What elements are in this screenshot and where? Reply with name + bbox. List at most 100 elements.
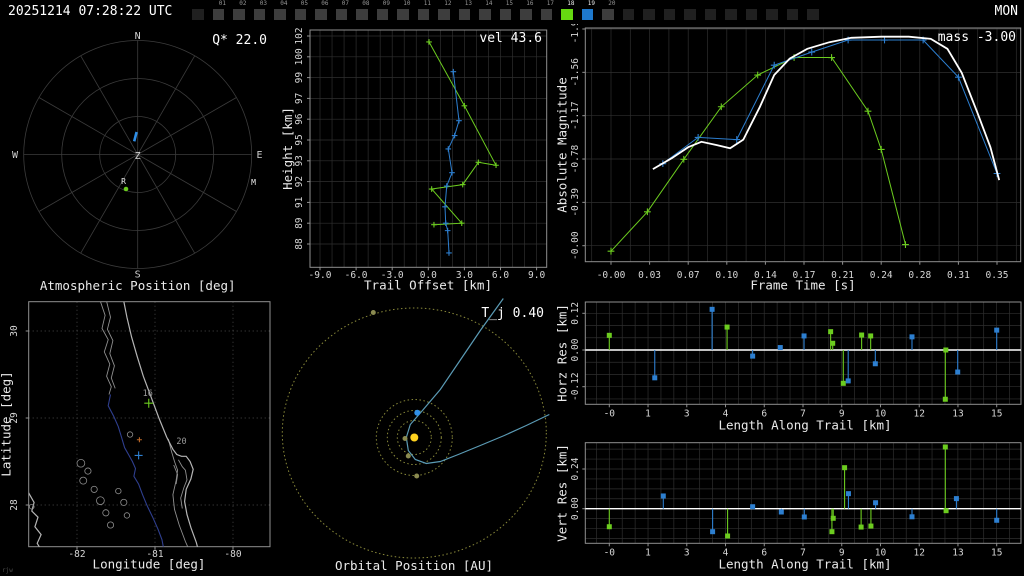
camera-2-magnitude-line [662, 39, 998, 174]
coastline [123, 301, 199, 547]
frame-box-06[interactable] [315, 8, 327, 20]
y-tick-label: 88 [294, 238, 305, 250]
frame-box-13[interactable] [458, 8, 471, 20]
camera-2-horz-residuals-marker [872, 361, 878, 367]
planet-orbit-ring [386, 410, 442, 465]
x-tick-label: 9 [839, 409, 845, 420]
height-plot-ylabel: Height [km] [280, 107, 295, 190]
station-blue-marker [134, 451, 143, 460]
camera-2-vert-residuals-marker [873, 500, 879, 506]
frame-box-blank [704, 8, 717, 20]
x-tick-label: 15 [991, 548, 1002, 559]
x-tick-label: 0.31 [947, 270, 970, 281]
lightcurve-xlabel: Frame Time [s] [750, 278, 855, 293]
frame-box-12[interactable] [438, 8, 450, 20]
camera-1-vert-residuals-marker [942, 444, 948, 450]
camera-1-magnitude-line [610, 57, 906, 252]
camera-1-magnitude-marker [902, 241, 909, 249]
lake-outline [107, 521, 115, 529]
x-tick-label: 9 [839, 548, 845, 559]
x-tick-label: 0.03 [638, 270, 661, 281]
sun-dot [410, 433, 419, 442]
camera-1-trail-marker [431, 221, 437, 228]
frame-box-08[interactable] [356, 8, 368, 20]
frame-box-17[interactable] [540, 8, 553, 20]
x-tick-label: 0.14 [754, 270, 777, 281]
camera-1-vert-residuals-marker [858, 524, 864, 530]
frame-box-03[interactable] [253, 8, 266, 20]
camera-2-vert-residuals-marker [710, 529, 716, 535]
lake-outline [79, 476, 88, 485]
x-tick-label: -82 [68, 549, 85, 560]
camera-2-vert-residuals-marker [909, 514, 915, 520]
coastline-inner [167, 438, 189, 547]
x-tick-label: 4 [723, 548, 729, 559]
polar-spoke [38, 97, 138, 155]
frame-box-01[interactable] [212, 8, 225, 20]
lake-outline [29, 503, 35, 510]
lake-outline [102, 509, 110, 517]
frame-box-label: 13 [464, 0, 473, 7]
camera-2-horz-residuals-marker [777, 345, 783, 351]
coastline-inner [100, 301, 112, 395]
frame-box-blank [807, 8, 819, 20]
x-tick-label: 0.17 [793, 270, 816, 281]
y-tick-label: -0.12 [570, 372, 581, 401]
camera-1-trail-line [428, 41, 497, 226]
frame-box-blank [192, 8, 204, 20]
q-star-value: Q* 22.0 [212, 33, 267, 48]
y-tick-label: -0.78 [570, 144, 581, 173]
planet-dot [370, 310, 376, 315]
y-tick-label: -1.56 [570, 58, 581, 87]
frame-box-label: 05 [300, 0, 309, 7]
frame-box-16[interactable] [520, 8, 532, 20]
frame-box-blank [725, 8, 737, 20]
x-tick-label: -80 [224, 549, 241, 560]
y-tick-label: 0.00 [570, 497, 581, 520]
frame-box-05[interactable] [294, 8, 307, 20]
frame-box-04[interactable] [274, 8, 286, 20]
y-tick-label: -0.00 [570, 231, 581, 260]
horz-res-xlabel: Length Along Trail [km] [718, 418, 891, 433]
polar-ring [61, 78, 215, 231]
frame-box-blank [745, 8, 758, 20]
frame-box-18[interactable] [561, 8, 573, 20]
x-tick-label: 0.28 [908, 270, 931, 281]
frame-box-11[interactable] [417, 8, 430, 20]
camera-1-trail-marker [426, 39, 432, 45]
camera-2-vert-residuals-marker [801, 514, 807, 520]
camera-1-magnitude-marker [864, 107, 872, 115]
frame-box-19[interactable] [581, 8, 594, 20]
camera-1-magnitude-marker [877, 146, 885, 153]
camera-2-magnitude-marker [770, 61, 778, 69]
planet-dot [405, 453, 411, 459]
trail-end-label: 20 [176, 437, 186, 447]
x-tick-label: -0 [604, 548, 616, 559]
x-tick-label: 7 [800, 548, 806, 559]
camera-2-horz-residuals-marker [955, 369, 961, 375]
camera-2-trail-marker [444, 227, 451, 234]
frame-box-10[interactable] [397, 8, 409, 20]
light-curve-plot-border [584, 27, 1022, 263]
frame-box-15[interactable] [499, 8, 512, 20]
frame-box-label: 04 [280, 0, 288, 7]
lake-outline [96, 496, 105, 505]
frame-box-09[interactable] [376, 8, 389, 20]
frame-box-20[interactable] [602, 8, 614, 20]
x-tick-label: 13 [952, 548, 963, 559]
y-tick-label: 0.24 [570, 457, 581, 480]
x-tick-label: 10 [875, 548, 887, 559]
radiant-dot [123, 186, 129, 192]
map-ylabel: Latitude [deg] [0, 371, 14, 476]
frame-box-02[interactable] [233, 8, 245, 20]
camera-2-vert-residuals-marker [750, 504, 756, 510]
camera-2-magnitude-marker [881, 36, 888, 44]
frame-box-label: 14 [485, 0, 493, 7]
planet-dot [402, 436, 408, 441]
frame-box-07[interactable] [335, 8, 348, 20]
frame-box-14[interactable] [479, 8, 491, 20]
x-tick-label: 12 [913, 548, 924, 559]
camera-2-trail-marker [443, 183, 450, 189]
y-tick-label: 28 [9, 499, 20, 511]
